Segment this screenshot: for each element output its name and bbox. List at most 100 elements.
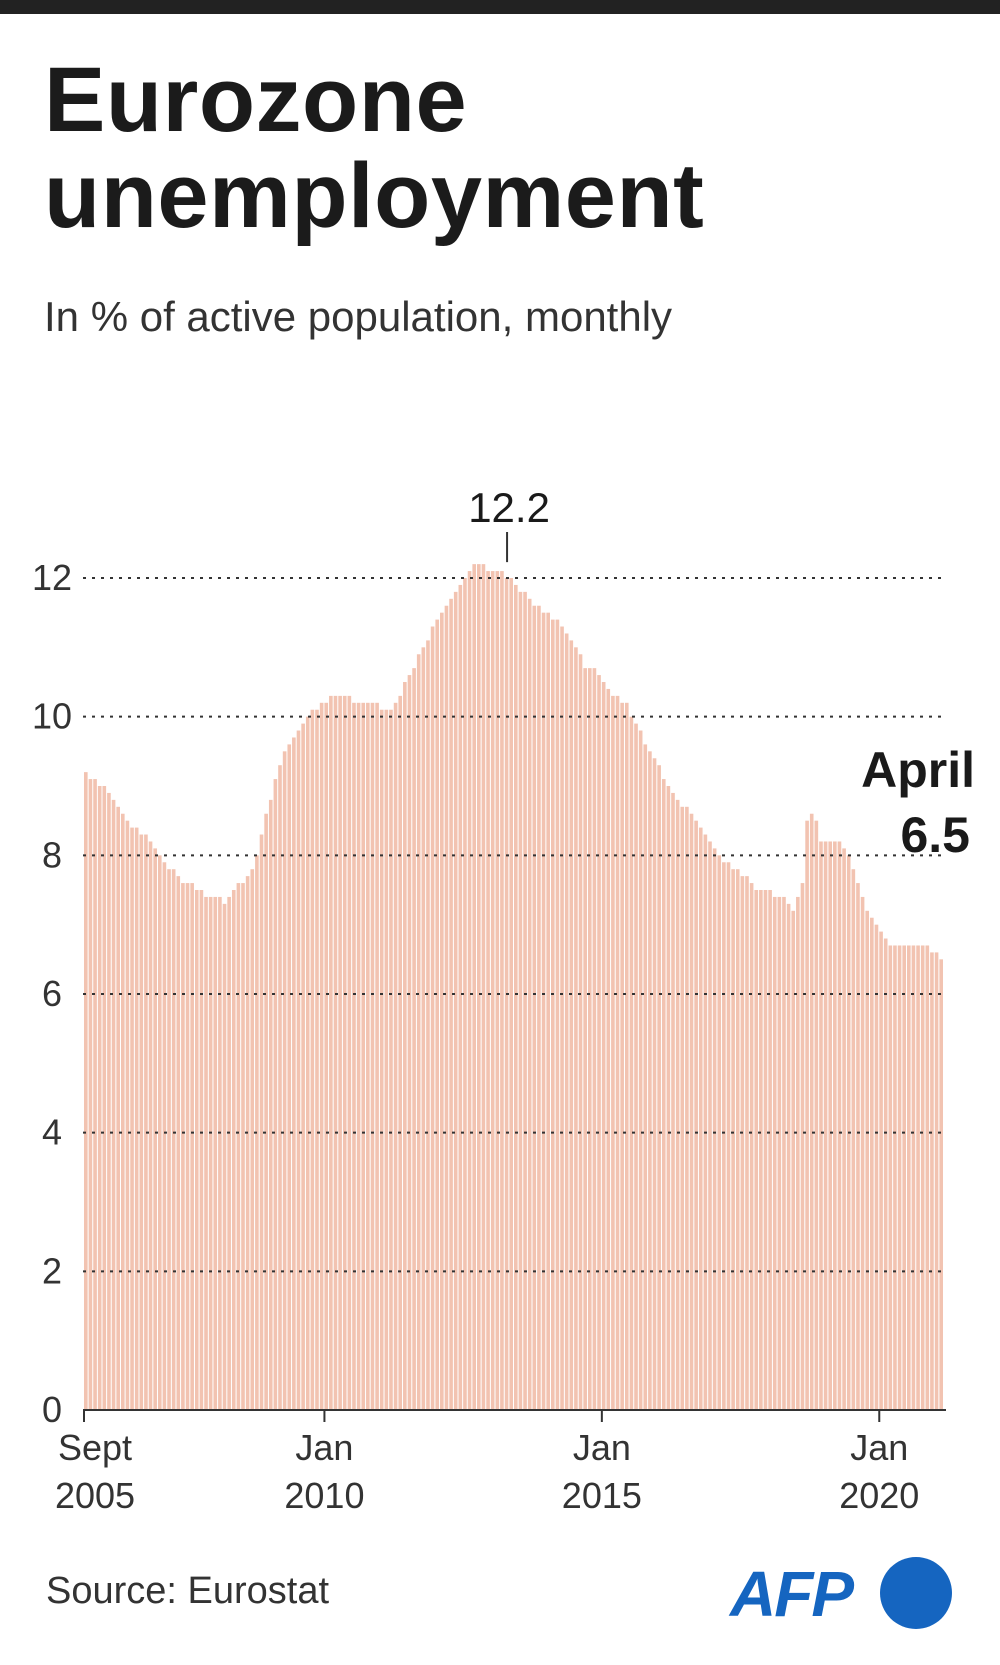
bar [190, 883, 194, 1410]
title-line-2: unemployment [44, 145, 705, 247]
bar [777, 896, 782, 1410]
bar [652, 758, 657, 1410]
bar [578, 654, 583, 1410]
bar [708, 841, 712, 1410]
bar [759, 890, 763, 1410]
bar [624, 702, 629, 1410]
bar [453, 591, 458, 1410]
bar [477, 564, 481, 1410]
bar [620, 702, 624, 1410]
bar [305, 716, 310, 1410]
bar [874, 924, 879, 1410]
bar [194, 890, 199, 1410]
bar [823, 841, 828, 1410]
bar [786, 903, 791, 1410]
bar [398, 695, 403, 1410]
afp-logo: AFP [730, 1555, 970, 1635]
x-tick-label-year: 2020 [839, 1475, 919, 1516]
bar [481, 564, 486, 1410]
bar [514, 584, 518, 1410]
bar [181, 883, 185, 1410]
bar [84, 772, 88, 1410]
bar [486, 571, 490, 1410]
bar [587, 668, 592, 1410]
bar [939, 959, 943, 1410]
x-tick-label-month: Sept [58, 1427, 132, 1468]
bar [694, 820, 698, 1410]
x-tick-label-month: Jan [295, 1427, 353, 1468]
bar [814, 820, 819, 1410]
bar [916, 945, 920, 1410]
bar [934, 952, 939, 1410]
bar [264, 813, 268, 1410]
bar [671, 792, 675, 1410]
bar [384, 709, 389, 1410]
bar [125, 820, 130, 1410]
bar [347, 695, 352, 1410]
y-tick-label: 4 [42, 1112, 62, 1153]
bar [902, 945, 907, 1410]
bar [805, 820, 809, 1410]
bar [430, 626, 435, 1410]
bar [722, 862, 726, 1410]
bar [768, 890, 772, 1410]
afp-logo-text: AFP [730, 1558, 854, 1630]
bar [523, 591, 527, 1410]
bar [222, 903, 227, 1410]
bar [703, 834, 708, 1410]
bar [139, 834, 144, 1410]
bar [745, 876, 749, 1410]
bar [648, 751, 652, 1410]
bar [282, 751, 287, 1410]
bar [440, 612, 444, 1410]
bar [185, 883, 190, 1410]
bar [366, 702, 370, 1410]
x-tick-label-year: 2015 [562, 1475, 642, 1516]
bar [569, 640, 574, 1410]
bar [88, 779, 93, 1410]
bar [675, 799, 680, 1410]
bar [315, 709, 319, 1410]
bar [111, 799, 116, 1410]
bar [310, 709, 315, 1410]
chart-title: Eurozone unemployment [44, 52, 944, 244]
bar [449, 598, 453, 1410]
bar [541, 612, 546, 1410]
bar [292, 737, 296, 1410]
bar [259, 834, 264, 1410]
bar [352, 702, 356, 1410]
bar [236, 883, 241, 1410]
bar [130, 827, 134, 1410]
bar [208, 896, 213, 1410]
bar [273, 779, 278, 1410]
bar [116, 806, 120, 1410]
bar [749, 883, 754, 1410]
bar [698, 827, 703, 1410]
bar [592, 668, 597, 1410]
bar [500, 571, 504, 1410]
latest-annotation-month: April [861, 742, 975, 798]
x-tick-label-month: Jan [573, 1427, 631, 1468]
bar [925, 945, 930, 1410]
bar [393, 702, 398, 1410]
bar [324, 702, 329, 1410]
bar [680, 806, 685, 1410]
top-rule [0, 0, 1000, 14]
x-tick-label-year: 2005 [55, 1475, 135, 1516]
bar [911, 945, 916, 1410]
bar [837, 841, 842, 1410]
bar [893, 945, 897, 1410]
bar [735, 869, 740, 1410]
source-note: Source: Eurostat [46, 1570, 330, 1612]
x-tick-label-year: 2010 [284, 1475, 364, 1516]
bar [611, 695, 615, 1410]
bar [791, 910, 796, 1410]
bar [615, 695, 620, 1410]
bar [685, 806, 689, 1410]
y-tick-label: 0 [42, 1389, 62, 1430]
unemployment-bar-chart: 024681012Sept2005Jan2010Jan2015Jan2020Ja… [32, 484, 975, 1516]
bar [153, 848, 157, 1410]
bar [213, 896, 218, 1410]
bar [634, 723, 638, 1410]
bar [421, 647, 426, 1410]
